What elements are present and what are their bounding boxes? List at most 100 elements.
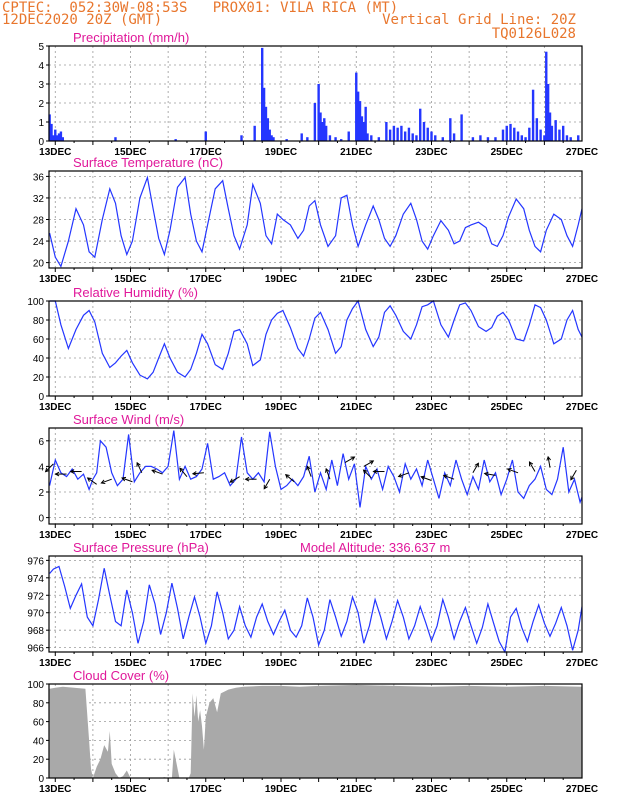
x-tick-label: 21DEC	[340, 147, 372, 158]
precip-bar	[355, 72, 358, 141]
precip-bar	[385, 122, 388, 141]
x-tick-label: 21DEC	[340, 658, 372, 669]
y-tick-label: 0	[38, 774, 44, 785]
x-tick-label: 17DEC	[190, 784, 222, 795]
y-tick-label: 970	[27, 609, 44, 620]
x-tick-label: 15DEC	[114, 658, 146, 669]
y-tick-label: 0	[38, 392, 44, 403]
y-tick-label: 2	[38, 99, 44, 110]
precip-bar	[524, 137, 527, 141]
wind-arrow	[570, 469, 577, 481]
x-tick-label: 13DEC	[39, 402, 71, 413]
x-tick-label: 21DEC	[340, 274, 372, 285]
wind-arrow	[192, 472, 204, 475]
precip-bar	[334, 137, 337, 141]
precip-bar	[494, 137, 497, 141]
wind-arrow	[263, 478, 271, 489]
precip-bar	[535, 118, 539, 141]
x-tick-label: 27DEC	[566, 530, 598, 541]
x-tick-label: 25DEC	[491, 402, 523, 413]
precip-bar	[61, 137, 64, 141]
precip-bar	[270, 135, 273, 141]
y-tick-label: 2	[38, 488, 44, 499]
wind-arrow	[363, 460, 374, 467]
wind-arrow	[179, 467, 188, 477]
precip-bar	[204, 131, 207, 141]
rh-line	[49, 299, 583, 380]
wind-arrow	[363, 469, 372, 479]
precip-bar	[272, 137, 275, 141]
wind-panel-frame	[48, 427, 583, 525]
precip-bar	[340, 139, 343, 141]
x-tick-label: 17DEC	[190, 530, 222, 541]
precip-bar	[513, 127, 516, 141]
precip-bar	[54, 129, 57, 141]
wind-arrow-head	[420, 475, 426, 481]
precip-bar	[539, 129, 542, 141]
y-tick-label: 0	[38, 514, 44, 525]
precip-bar	[554, 120, 557, 141]
y-tick-label: 4	[38, 462, 44, 473]
wind-arrow-head	[369, 460, 375, 465]
wind-arrow	[507, 468, 519, 474]
y-tick-label: 80	[33, 699, 45, 710]
precip-panel-frame	[48, 45, 583, 142]
wind-arrow-head	[306, 465, 311, 471]
y-tick-label: 0	[38, 137, 44, 148]
wind-arrow-head	[229, 478, 235, 483]
precip-bar	[396, 127, 399, 141]
precip-bar	[59, 131, 63, 141]
pres-line	[49, 565, 583, 654]
y-tick-label: 100	[27, 680, 44, 691]
wind-arrow-head	[151, 469, 157, 474]
precip-bar	[114, 137, 117, 141]
wind-arrow-head	[350, 456, 356, 461]
precip-bar	[262, 87, 266, 141]
precip-bar	[377, 137, 381, 141]
pres-panel-frame	[48, 555, 583, 653]
wind-line	[49, 430, 583, 508]
precip-bar	[430, 131, 433, 141]
precip-bar	[240, 135, 243, 141]
y-tick-label: 976	[27, 556, 44, 567]
wind-arrow-head	[546, 455, 551, 461]
precip-bar	[411, 133, 414, 141]
temp-title: Surface Temperature (nC)	[73, 155, 223, 170]
y-tick-label: 20	[33, 755, 45, 766]
precip-bar	[174, 139, 177, 141]
wind-arrow	[344, 456, 355, 463]
x-tick-label: 23DEC	[415, 147, 447, 158]
precip-bar	[370, 135, 373, 141]
wind-arrow-head	[397, 473, 403, 478]
precip-bar	[388, 129, 392, 141]
x-tick-label: 21DEC	[340, 784, 372, 795]
x-tick-label: 15DEC	[114, 147, 146, 158]
precip-bar	[434, 135, 437, 141]
precip-bar	[324, 125, 328, 141]
header-date: 12DEC2020 20Z (GMT)	[2, 12, 163, 28]
precip-bar	[285, 139, 288, 141]
x-tick-label: 13DEC	[39, 147, 71, 158]
precip-bar	[323, 118, 326, 141]
precip-bar	[261, 47, 264, 141]
precip-bar	[362, 122, 365, 141]
wind-arrow	[443, 474, 455, 480]
wind-arrow-head	[362, 469, 368, 475]
x-tick-label: 13DEC	[39, 658, 71, 669]
x-tick-label: 19DEC	[265, 147, 297, 158]
precip-bar	[419, 108, 422, 141]
wind-arrow-head	[372, 469, 378, 474]
x-tick-label: 19DEC	[265, 658, 297, 669]
precip-bar	[528, 127, 531, 141]
temp-line	[49, 175, 583, 268]
cloud-area	[49, 684, 583, 778]
wind-arrow	[325, 468, 331, 480]
wind-arrow-head	[244, 476, 250, 482]
wind-arrow-head	[506, 467, 512, 473]
x-tick-label: 19DEC	[265, 784, 297, 795]
x-tick-label: 17DEC	[190, 402, 222, 413]
header-grid-line: Vertical Grid Line: 20Z	[382, 12, 576, 28]
wind-arrow	[151, 469, 163, 475]
precip-bar	[545, 51, 548, 142]
cloud-panel-frame	[48, 683, 583, 779]
